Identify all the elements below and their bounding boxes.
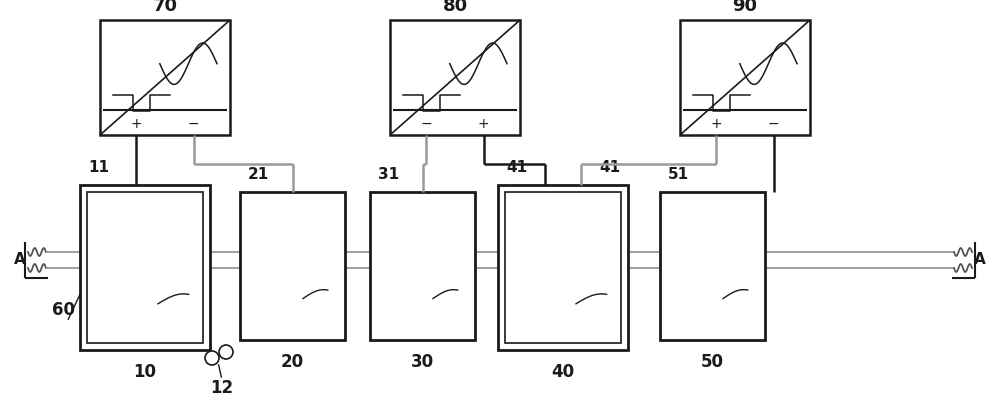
Bar: [390, 20, 520, 135]
Bar: [80, 185, 210, 350]
Bar: [370, 192, 475, 340]
Text: 51: 51: [668, 167, 689, 182]
Text: −: −: [768, 117, 779, 131]
Text: 40: 40: [551, 363, 575, 381]
Text: 31: 31: [378, 167, 399, 182]
Text: 70: 70: [152, 0, 178, 15]
Text: +: +: [478, 117, 489, 131]
Text: 30: 30: [411, 353, 434, 371]
Bar: [660, 192, 765, 340]
Bar: [240, 192, 345, 340]
Text: −: −: [188, 117, 199, 131]
Text: 20: 20: [281, 353, 304, 371]
Text: 41: 41: [506, 160, 527, 175]
Circle shape: [205, 351, 219, 365]
Text: 60: 60: [52, 301, 75, 319]
Text: 90: 90: [732, 0, 758, 15]
Text: A: A: [974, 253, 986, 268]
Text: 21: 21: [248, 167, 269, 182]
Text: 12: 12: [210, 379, 234, 397]
Circle shape: [219, 345, 233, 359]
Text: 11: 11: [88, 160, 109, 175]
Bar: [498, 185, 628, 350]
Bar: [505, 192, 621, 343]
Text: 80: 80: [442, 0, 468, 15]
Text: 41: 41: [599, 160, 620, 175]
Bar: [100, 20, 230, 135]
Text: A: A: [14, 253, 26, 268]
Text: +: +: [131, 117, 142, 131]
Bar: [87, 192, 203, 343]
Text: +: +: [711, 117, 722, 131]
Text: 50: 50: [701, 353, 724, 371]
Text: 10: 10: [134, 363, 156, 381]
Text: −: −: [421, 117, 432, 131]
Bar: [680, 20, 810, 135]
